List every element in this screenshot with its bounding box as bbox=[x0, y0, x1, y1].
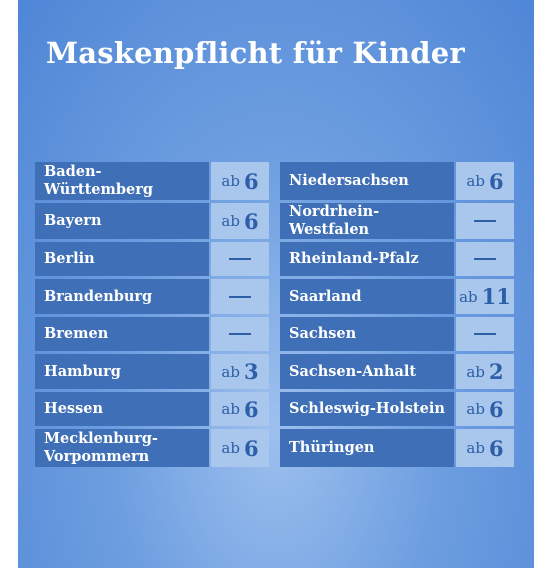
age-value-cell: ab 2 bbox=[456, 354, 514, 389]
no-requirement-dash bbox=[229, 333, 251, 335]
age-value-cell: ab 6 bbox=[456, 392, 514, 426]
age-number: 6 bbox=[488, 396, 504, 422]
age-value-cell: ab 11 bbox=[456, 279, 514, 314]
state-name: Schleswig-Holstein bbox=[280, 392, 454, 426]
age-value-cell bbox=[456, 242, 514, 276]
state-name: Bremen bbox=[35, 317, 209, 351]
age-value-cell bbox=[456, 203, 514, 239]
state-name: Bayern bbox=[35, 203, 209, 239]
age-prefix: ab bbox=[466, 400, 485, 418]
age-value-cell bbox=[211, 242, 269, 276]
state-name: Rheinland-Pfalz bbox=[280, 242, 454, 276]
state-name: Hessen bbox=[35, 392, 209, 426]
table-row: Sachsen-Anhalt ab 2 bbox=[280, 354, 514, 389]
age-value-cell: ab 6 bbox=[456, 429, 514, 467]
state-name: Sachsen bbox=[280, 317, 454, 351]
table-row: Berlin bbox=[35, 242, 269, 276]
table-row: Baden-Württemberg ab 6 bbox=[35, 162, 269, 200]
age-number: 6 bbox=[243, 396, 259, 422]
age-prefix: ab bbox=[221, 439, 240, 457]
no-requirement-dash bbox=[474, 333, 496, 335]
state-name: Mecklenburg- Vorpommern bbox=[35, 429, 209, 467]
page-title: Maskenpflicht für Kinder bbox=[46, 36, 465, 70]
age-number: 11 bbox=[481, 284, 511, 309]
age-prefix: ab bbox=[221, 212, 240, 230]
age-prefix: ab bbox=[466, 172, 485, 190]
age-prefix: ab bbox=[221, 172, 240, 190]
states-table-left: Baden-Württemberg ab 6 Bayern ab 6 Berlin Brand… bbox=[35, 162, 269, 467]
state-name: Hamburg bbox=[35, 354, 209, 389]
age-value-cell: ab 6 bbox=[211, 162, 269, 200]
table-row: Bayern ab 6 bbox=[35, 203, 269, 239]
table-row: Brandenburg bbox=[35, 279, 269, 314]
age-number: 6 bbox=[243, 435, 259, 461]
state-name: Saarland bbox=[280, 279, 454, 314]
no-requirement-dash bbox=[229, 258, 251, 260]
table-row: Nordrhein-Westfalen bbox=[280, 203, 514, 239]
age-number: 6 bbox=[488, 168, 504, 194]
age-value-cell: ab 6 bbox=[211, 203, 269, 239]
state-name: Baden-Württemberg bbox=[35, 162, 209, 200]
state-name: Berlin bbox=[35, 242, 209, 276]
table-row: Mecklenburg- Vorpommern ab 6 bbox=[35, 429, 269, 467]
table-row: Saarland ab 11 bbox=[280, 279, 514, 314]
no-requirement-dash bbox=[474, 220, 496, 222]
state-name: Niedersachsen bbox=[280, 162, 454, 200]
table-row: Niedersachsen ab 6 bbox=[280, 162, 514, 200]
age-prefix: ab bbox=[466, 362, 485, 381]
age-prefix: ab bbox=[466, 439, 485, 457]
table-row: Rheinland-Pfalz bbox=[280, 242, 514, 276]
age-number: 6 bbox=[243, 208, 259, 234]
age-value-cell: ab 6 bbox=[211, 392, 269, 426]
age-value-cell bbox=[211, 279, 269, 314]
table-row: Sachsen bbox=[280, 317, 514, 351]
table-row: Thüringen ab 6 bbox=[280, 429, 514, 467]
age-value-cell: ab 6 bbox=[211, 429, 269, 467]
age-number: 2 bbox=[488, 359, 504, 384]
table-row: Bremen bbox=[35, 317, 269, 351]
age-value-cell: ab 6 bbox=[456, 162, 514, 200]
state-name: Sachsen-Anhalt bbox=[280, 354, 454, 389]
state-name: Thüringen bbox=[280, 429, 454, 467]
table-row: Schleswig-Holstein ab 6 bbox=[280, 392, 514, 426]
age-value-cell bbox=[211, 317, 269, 351]
table-row: Hessen ab 6 bbox=[35, 392, 269, 426]
state-name: Brandenburg bbox=[35, 279, 209, 314]
age-prefix: ab bbox=[459, 287, 478, 306]
age-number: 3 bbox=[243, 359, 259, 384]
states-table-right: Niedersachsen ab 6 Nordrhein-Westfalen Rhein… bbox=[280, 162, 514, 467]
state-name: Nordrhein-Westfalen bbox=[280, 203, 454, 239]
table-row: Hamburg ab 3 bbox=[35, 354, 269, 389]
age-value-cell bbox=[456, 317, 514, 351]
no-requirement-dash bbox=[474, 258, 496, 260]
age-prefix: ab bbox=[221, 362, 240, 381]
age-number: 6 bbox=[243, 168, 259, 194]
age-value-cell: ab 3 bbox=[211, 354, 269, 389]
no-requirement-dash bbox=[229, 295, 251, 298]
infographic-card: Maskenpflicht für Kinder Baden-Württembe… bbox=[18, 0, 534, 568]
age-number: 6 bbox=[488, 435, 504, 461]
age-prefix: ab bbox=[221, 400, 240, 418]
